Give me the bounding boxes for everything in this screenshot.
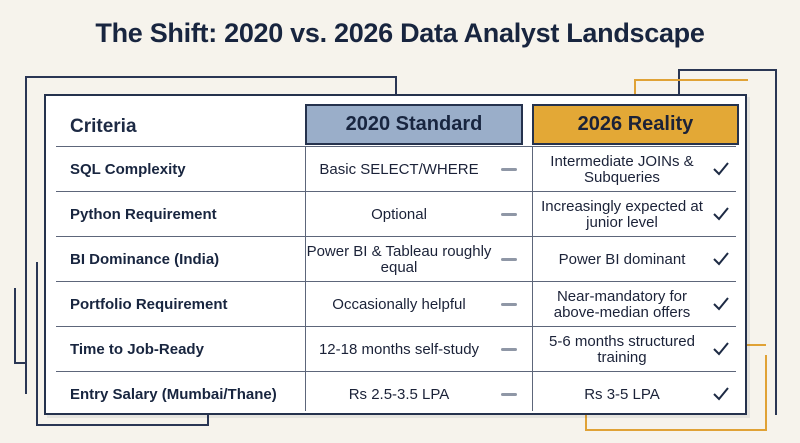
row-2026-value: Intermediate JOINs & Subqueries (550, 152, 694, 186)
row-2026-value: Rs 3-5 LPA (584, 385, 660, 403)
row-2020-value: Power BI & Tableau roughly equal (306, 242, 492, 276)
row-2020-value: 12-18 months self-study (318, 340, 480, 358)
column-divider (532, 146, 533, 411)
dash-icon (501, 258, 517, 261)
row-2020-value: Optional (371, 205, 427, 223)
row-2020-value: Rs 2.5-3.5 LPA (348, 385, 450, 403)
criteria-header: Criteria (70, 116, 137, 137)
row-2026-value: Power BI dominant (558, 250, 686, 268)
checkmark-icon (713, 252, 729, 266)
header-2020-standard: 2020 Standard (305, 104, 523, 145)
checkmark-icon (713, 297, 729, 311)
row-2026-value: Increasingly expected at junior level (541, 197, 703, 231)
row-2026-value: 5-6 months structured training (549, 332, 695, 366)
comparison-table: Criteria 2020 Standard 2026 Reality SQL … (44, 94, 747, 415)
row-2020-value: Basic SELECT/WHERE (319, 160, 479, 178)
dash-icon (501, 348, 517, 351)
dash-icon (501, 213, 517, 216)
row-criteria: Python Requirement (70, 206, 217, 223)
dash-icon (501, 303, 517, 306)
page-title: The Shift: 2020 vs. 2026 Data Analyst La… (95, 18, 705, 48)
header-2026-reality: 2026 Reality (532, 104, 739, 145)
checkmark-icon (713, 387, 729, 401)
table-row: Python Requirement Optional Increasingly… (56, 191, 736, 237)
row-criteria: SQL Complexity (70, 161, 186, 178)
table-row: SQL Complexity Basic SELECT/WHERE Interm… (56, 146, 736, 192)
table-row: Entry Salary (Mumbai/Thane) Rs 2.5-3.5 L… (56, 371, 736, 417)
row-criteria: Entry Salary (Mumbai/Thane) (70, 386, 277, 403)
dash-icon (501, 393, 517, 396)
row-criteria: BI Dominance (India) (70, 251, 220, 268)
table-row: BI Dominance (India) Power BI & Tableau … (56, 236, 736, 282)
dash-icon (501, 168, 517, 171)
table-row: Time to Job-Ready 12-18 months self-stud… (56, 326, 736, 372)
table-row: Portfolio Requirement Occasionally helpf… (56, 281, 736, 327)
checkmark-icon (713, 162, 729, 176)
column-divider (305, 146, 306, 411)
row-criteria: Time to Job-Ready (70, 341, 204, 358)
row-2026-value: Near-mandatory for above-median offers (553, 287, 691, 321)
checkmark-icon (713, 342, 729, 356)
row-2020-value: Occasionally helpful (332, 295, 466, 313)
checkmark-icon (713, 207, 729, 221)
row-criteria: Portfolio Requirement (70, 296, 228, 313)
